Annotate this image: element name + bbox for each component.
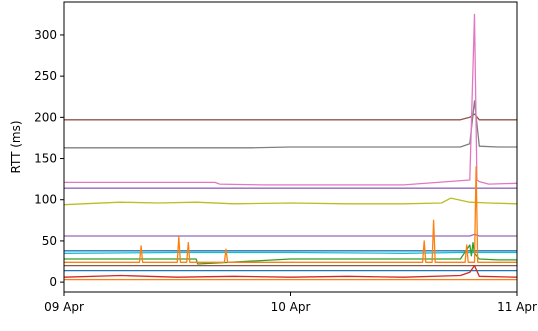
y-tick-label: 200 — [34, 110, 57, 124]
y-tick-label: 0 — [49, 275, 57, 289]
series-line-3 — [64, 13, 518, 186]
y-tick-label: 150 — [34, 152, 57, 166]
series-line-8 — [63, 251, 517, 254]
series-line-6 — [64, 233, 517, 237]
series-layer — [63, 13, 518, 281]
series-line-10 — [64, 166, 517, 263]
y-axis: 0 50 100 150 200 250 300 — [34, 28, 64, 289]
y-axis-label: RTT (ms) — [9, 120, 23, 173]
x-tick-label: 11 Apr — [497, 300, 537, 314]
y-tick-label: 300 — [34, 28, 57, 42]
x-tick-label: 10 Apr — [271, 300, 311, 314]
series-line-2 — [64, 100, 517, 149]
x-axis: 09 Apr 10 Apr 11 Apr — [44, 292, 537, 314]
y-tick-label: 100 — [34, 193, 57, 207]
series-line-13 — [63, 264, 518, 278]
y-tick-label: 50 — [42, 234, 57, 248]
series-line-9 — [64, 241, 517, 265]
series-line-1 — [64, 113, 517, 121]
x-tick-label: 09 Apr — [44, 300, 84, 314]
y-tick-label: 250 — [34, 69, 57, 83]
series-line-5 — [63, 197, 518, 206]
